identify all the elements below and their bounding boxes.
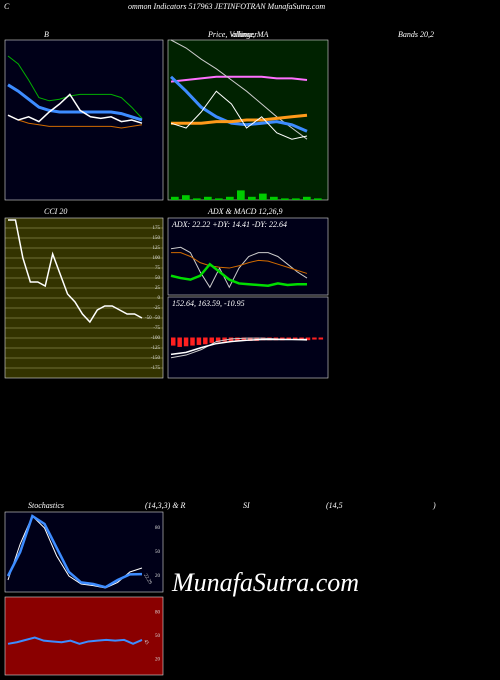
y-tick-label: -125 xyxy=(151,346,161,351)
bar xyxy=(281,198,289,200)
y-tick-label: 80 xyxy=(155,526,161,531)
bar xyxy=(292,337,298,340)
line xyxy=(171,252,308,274)
y-tick-label: 20 xyxy=(155,574,161,579)
y-tick-label: 50 xyxy=(155,276,161,281)
line xyxy=(170,90,308,140)
bar xyxy=(182,195,190,200)
line xyxy=(170,338,307,356)
bar xyxy=(237,190,245,200)
y-tick-label: -75 xyxy=(153,326,160,331)
bar xyxy=(215,198,223,200)
bar xyxy=(318,337,324,340)
bar xyxy=(193,198,201,200)
header-label: ollinger xyxy=(232,30,258,39)
panel xyxy=(4,596,164,676)
line xyxy=(7,93,143,124)
header-label: Bands 20,2 xyxy=(398,30,434,39)
header-label: CCI 20 xyxy=(44,207,67,216)
header-label: (14,3,3) & R xyxy=(145,501,186,510)
header-label: Stochastics xyxy=(28,501,64,510)
value-label: 22.29 xyxy=(142,573,152,586)
line xyxy=(8,219,143,324)
y-tick-label: 50 xyxy=(155,634,161,639)
line xyxy=(7,114,143,129)
y-tick-label: -150 xyxy=(151,356,161,361)
bar xyxy=(305,337,311,341)
line xyxy=(170,75,308,83)
bar xyxy=(209,337,214,343)
value-label: -50 xyxy=(145,316,152,321)
line xyxy=(170,262,307,288)
bar xyxy=(292,198,300,200)
y-tick-label: 80 xyxy=(155,611,161,616)
line xyxy=(169,75,308,133)
y-tick-label: 50 xyxy=(155,550,161,555)
bar xyxy=(241,337,247,341)
y-tick-label: -100 xyxy=(151,336,161,341)
header-label: ADX & MACD 12,26,9 xyxy=(207,207,282,216)
panel xyxy=(4,39,164,201)
bar xyxy=(177,337,182,347)
watermark: MunafaSutra.com xyxy=(171,568,359,597)
line xyxy=(7,636,143,645)
bar xyxy=(303,196,311,200)
bar xyxy=(215,337,221,343)
header-label: (14,5 xyxy=(326,501,343,510)
y-tick-label: 100 xyxy=(153,256,161,261)
y-tick-label: 20 xyxy=(155,658,161,663)
line xyxy=(6,514,143,589)
header-label: Price, Volume, MA xyxy=(207,30,269,39)
value-label: 45 xyxy=(142,639,149,646)
bar xyxy=(228,337,234,342)
header-label: B xyxy=(44,30,49,39)
panel xyxy=(167,217,329,296)
bar xyxy=(312,337,317,340)
y-tick-label: 175 xyxy=(153,226,161,231)
line xyxy=(7,55,143,119)
bar xyxy=(299,337,304,340)
bar xyxy=(204,196,212,200)
y-tick-label: -50 xyxy=(153,316,160,321)
bar xyxy=(286,337,291,340)
panel xyxy=(4,511,164,593)
y-tick-label: 75 xyxy=(155,266,161,271)
bar xyxy=(183,337,189,347)
bar xyxy=(248,196,256,200)
y-tick-label: 125 xyxy=(153,246,161,251)
y-tick-label: -25 xyxy=(153,306,160,311)
bar xyxy=(235,337,240,341)
y-tick-label: 150 xyxy=(153,236,161,241)
bar xyxy=(259,193,267,200)
bar xyxy=(248,337,253,341)
bar xyxy=(171,337,176,346)
header-label: C xyxy=(4,2,10,11)
y-tick-label: 25 xyxy=(155,286,161,291)
bar xyxy=(203,337,208,345)
bar xyxy=(314,198,322,200)
bar xyxy=(226,196,234,200)
line xyxy=(7,83,143,122)
bar xyxy=(171,196,179,200)
y-tick-label: -175 xyxy=(151,366,161,371)
line xyxy=(171,113,308,125)
bar xyxy=(190,337,195,346)
panel-text: ADX: 22.22 +DY: 14.41 -DY: 22.64 xyxy=(171,220,287,229)
header-label: ) xyxy=(432,501,436,510)
y-tick-label: 0 xyxy=(158,296,161,301)
bar xyxy=(270,196,278,200)
header-label: ommon Indicators 517963 JETINFOTRAN Muna… xyxy=(128,2,325,11)
bar xyxy=(222,337,227,342)
bar xyxy=(196,337,202,345)
header-label: SI xyxy=(243,501,250,510)
panel-text: 152.64, 163.59, -10.95 xyxy=(172,299,245,308)
